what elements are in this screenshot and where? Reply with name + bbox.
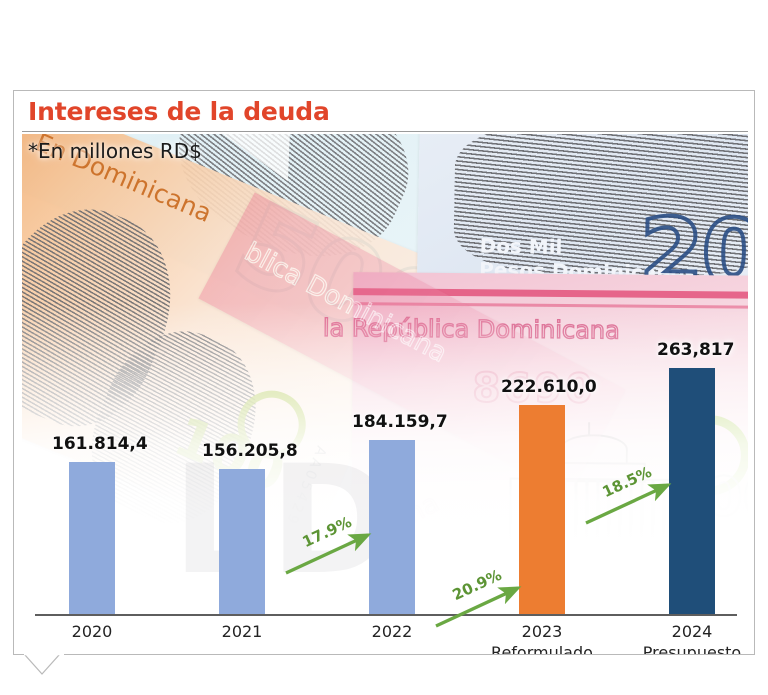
infographic-card: Intereses de la deuda 500 Pesos Dominica…	[13, 90, 755, 655]
x-label-2024: 2024 Presupuesto	[632, 621, 752, 655]
x-label-2024-sub: Presupuesto	[642, 643, 742, 655]
x-axis-line	[35, 614, 737, 616]
x-label-2021: 2021	[182, 621, 302, 642]
x-label-2021-year: 2021	[221, 622, 263, 641]
x-label-2023-sub: Reformulado	[491, 643, 593, 655]
bar-value-2023: 222.610,0	[501, 377, 597, 397]
bar-chart: 161.814,4 2020 156.205,8 2021 184.159,7 …	[14, 91, 754, 655]
bar-value-2022: 184.159,7	[352, 412, 448, 432]
x-label-2020-year: 2020	[71, 622, 113, 641]
x-label-2022: 2022	[332, 621, 452, 642]
bar-value-2021: 156.205,8	[202, 441, 298, 461]
x-label-2024-year: 2024	[671, 622, 713, 641]
x-label-2023-year: 2023	[521, 622, 563, 641]
bar-value-2024: 263,817	[657, 340, 735, 360]
title-divider	[22, 131, 748, 132]
x-label-2023: 2023 Reformulado	[482, 621, 602, 655]
chart-units-note: *En millones RD$	[28, 139, 202, 163]
x-label-2022-year: 2022	[371, 622, 413, 641]
page-title: Intereses de la deuda	[28, 97, 330, 126]
bar-2021[interactable]	[219, 469, 265, 614]
x-label-2020: 2020	[32, 621, 152, 642]
bar-2020[interactable]	[69, 462, 115, 614]
speech-bubble-tail	[24, 654, 64, 676]
bar-value-2020: 161.814,4	[52, 434, 148, 454]
